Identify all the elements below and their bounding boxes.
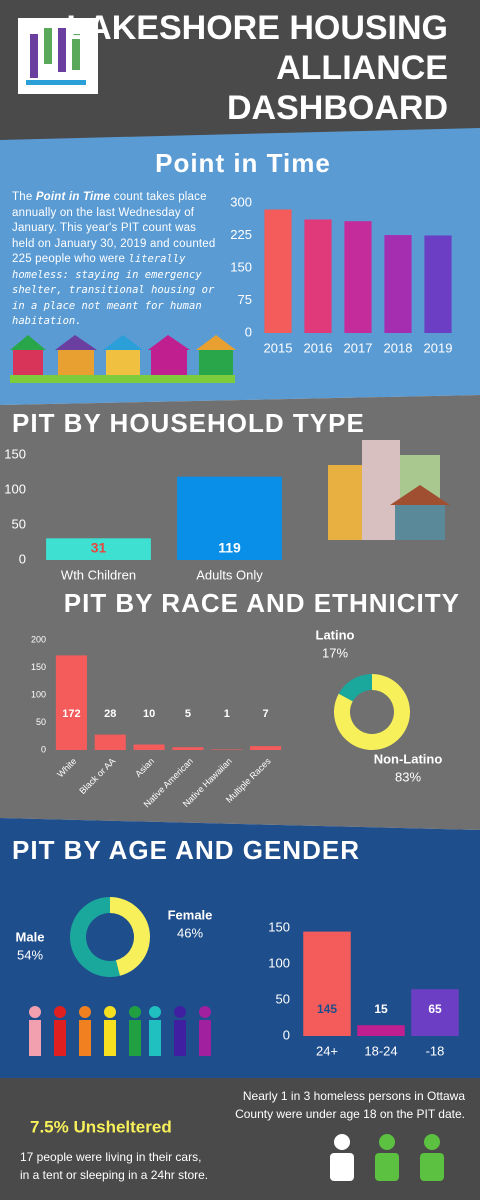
y-tick-label: 100 [268, 955, 290, 970]
value-label: 145 [317, 1002, 337, 1016]
x-tick-label: 18-24 [364, 1043, 397, 1058]
legend-label: Latino [316, 627, 355, 642]
x-tick-label: -18 [426, 1043, 445, 1058]
value-label: 15 [374, 1002, 388, 1016]
legend-label: Female [168, 907, 213, 922]
bar [424, 235, 452, 333]
title-line: ALLIANCE [276, 49, 448, 87]
value-label: 54% [17, 947, 43, 962]
y-tick-label: 100 [31, 689, 46, 699]
value-label: 172 [62, 708, 80, 720]
section-title: Point in Time [155, 148, 331, 178]
bar [94, 734, 126, 750]
section-title: PIT BY RACE AND ETHNICITY [64, 588, 460, 618]
y-tick-label: 150 [4, 446, 26, 461]
donut-segment [69, 897, 120, 977]
footer-detail: in a tent or sleeping in a 24hr store. [20, 1168, 208, 1182]
footer-note: Nearly 1 in 3 homeless persons in Ottawa [243, 1089, 465, 1103]
bar [357, 1025, 405, 1036]
x-tick-label: 2018 [384, 340, 413, 355]
text: count takes place annually on the last W… [12, 191, 216, 265]
title-line: DASHBOARD [227, 89, 448, 127]
bar [211, 749, 243, 750]
value-label: 119 [218, 540, 241, 556]
x-tick-label: 2019 [424, 340, 453, 355]
value-label: 10 [143, 708, 155, 720]
text: The [12, 191, 36, 203]
x-tick-label: Adults Only [196, 567, 263, 582]
footer-bg [0, 1078, 480, 1200]
value-label: 31 [91, 540, 107, 556]
y-tick-label: 50 [36, 717, 46, 727]
pit-description: The Point in Time count takes place annu… [12, 190, 222, 330]
emphasis: literally homeless: staying in emergency… [12, 253, 215, 327]
y-tick-label: 100 [4, 481, 26, 496]
x-tick-label: 2017 [344, 340, 373, 355]
y-tick-label: 0 [41, 744, 46, 754]
legend-label: Non-Latino [374, 751, 443, 766]
bar [264, 209, 292, 333]
y-tick-label: 150 [31, 662, 46, 672]
x-tick-label: Wth Children [61, 567, 136, 582]
section-title: PIT BY AGE AND GENDER [12, 835, 360, 865]
people [29, 1006, 444, 1181]
y-tick-label: 200 [31, 634, 46, 644]
y-tick-label: 75 [238, 292, 252, 307]
houses [10, 335, 236, 383]
legend-label: Male [16, 929, 45, 944]
bar [46, 538, 151, 560]
donut-segment [110, 897, 150, 976]
y-tick-label: 0 [19, 551, 26, 566]
value-label: 46% [177, 925, 203, 940]
value-label: 28 [104, 708, 116, 720]
x-tick-label: 2015 [264, 340, 293, 355]
x-tick-label: 2016 [304, 340, 333, 355]
y-tick-label: 300 [230, 194, 252, 209]
header-title: LAKESHORE HOUSING ALLIANCE DASHBOARD [66, 9, 448, 127]
age-bg [0, 818, 480, 1078]
section-title: PIT BY HOUSEHOLD TYPE [12, 408, 365, 438]
bar [177, 476, 282, 560]
footer-detail: 17 people were living in their cars, [20, 1150, 201, 1164]
bar [303, 931, 351, 1036]
emphasis: Point in Time [35, 191, 111, 203]
unsheltered-highlight: 7.5% Unsheltered [30, 1117, 172, 1136]
bar [304, 219, 332, 333]
y-tick-label: 0 [283, 1027, 290, 1042]
y-tick-label: 0 [245, 324, 252, 339]
bar [384, 235, 412, 333]
title-line: LAKESHORE HOUSING [66, 9, 448, 47]
bar [55, 655, 87, 750]
y-tick-label: 225 [230, 227, 252, 242]
bar [133, 744, 165, 750]
bar [411, 989, 459, 1036]
bar [344, 221, 372, 333]
value-label: 83% [395, 769, 421, 784]
buildings [328, 440, 450, 540]
y-tick-label: 150 [268, 919, 290, 934]
y-tick-label: 50 [12, 516, 26, 531]
value-label: 5 [185, 708, 191, 720]
value-label: 1 [224, 708, 230, 720]
bar [250, 746, 282, 750]
x-tick-label: 24+ [316, 1043, 338, 1058]
donut-segment [338, 674, 372, 702]
donut-segment [334, 674, 410, 751]
value-label: 17% [322, 645, 348, 660]
logo [18, 18, 98, 94]
footer-note: County were under age 18 on the PIT date… [235, 1107, 465, 1121]
value-label: 65 [428, 1002, 442, 1016]
value-label: 7 [263, 708, 269, 720]
y-tick-label: 50 [276, 991, 290, 1006]
bar [172, 747, 204, 750]
pit-bg [0, 128, 480, 405]
y-tick-label: 150 [230, 259, 252, 274]
